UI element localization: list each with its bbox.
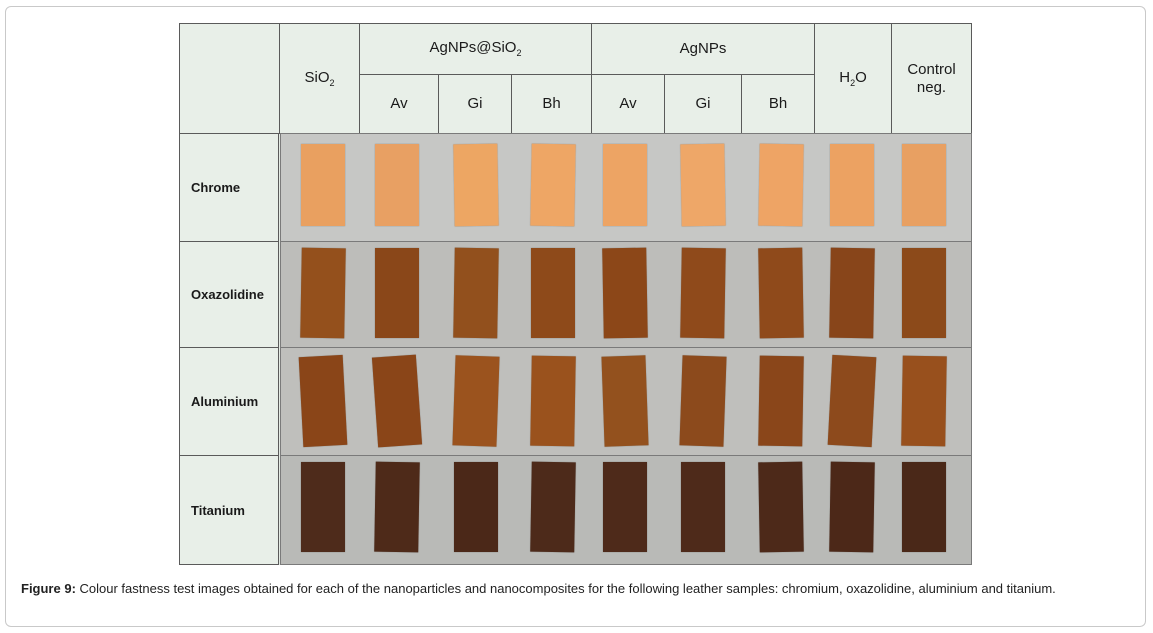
- header-sub-av-1-label: Av: [390, 95, 408, 112]
- leather-sample-swatch: [454, 462, 498, 552]
- header-control-neg: Control neg.: [891, 23, 972, 134]
- header-sio2: SiO2: [279, 23, 360, 134]
- leather-sample-swatch: [375, 248, 419, 338]
- header-h2o-label: H2O: [839, 68, 867, 88]
- leather-sample-swatch: [758, 247, 804, 339]
- photo-aluminium: [280, 347, 972, 456]
- leather-sample-swatch: [901, 355, 947, 447]
- leather-sample-swatch: [601, 355, 649, 447]
- row-label-titanium: Titanium: [179, 455, 279, 565]
- leather-sample-swatch: [758, 143, 804, 227]
- leather-sample-swatch: [902, 462, 946, 552]
- leather-sample-swatch: [602, 247, 648, 339]
- leather-sample-swatch: [453, 247, 499, 339]
- leather-sample-swatch: [603, 462, 647, 552]
- leather-sample-swatch: [298, 354, 348, 448]
- leather-sample-swatch: [830, 144, 874, 226]
- leather-sample-swatch: [603, 144, 647, 226]
- leather-sample-swatch: [453, 143, 499, 227]
- leather-sample-swatch: [680, 143, 726, 227]
- photo-chrome: [280, 133, 972, 242]
- row-label-oxazolidine-text: Oxazolidine: [191, 287, 264, 302]
- row-label-titanium-text: Titanium: [191, 502, 245, 518]
- caption-text: Colour fastness test images obtained for…: [75, 581, 1056, 596]
- header-sub-av-2: Av: [591, 74, 665, 134]
- leather-sample-swatch: [902, 248, 946, 338]
- header-corner-cell: [179, 23, 280, 134]
- leather-sample-swatch: [680, 247, 726, 339]
- photo-titanium: [280, 455, 972, 565]
- row-label-oxazolidine: Oxazolidine: [179, 241, 279, 348]
- photo-oxazolidine: [280, 241, 972, 348]
- leather-sample-swatch: [829, 461, 875, 553]
- header-control-line1: Control: [907, 60, 956, 78]
- header-sub-av-1: Av: [359, 74, 439, 134]
- leather-sample-swatch: [530, 355, 576, 447]
- leather-sample-swatch: [758, 461, 804, 553]
- header-agnps-label: AgNPs: [679, 40, 727, 57]
- leather-sample-swatch: [374, 461, 420, 553]
- leather-sample-swatch: [530, 143, 576, 227]
- leather-sample-swatch: [679, 355, 727, 447]
- header-agnps: AgNPs: [591, 23, 815, 75]
- header-sio2-label: SiO2: [304, 68, 335, 88]
- leather-sample-swatch: [452, 355, 500, 447]
- header-agnps-sio2: AgNPs@SiO2: [359, 23, 592, 75]
- leather-sample-swatch: [531, 248, 575, 338]
- leather-sample-swatch: [371, 354, 423, 448]
- header-sub-gi-2-label: Gi: [695, 95, 711, 112]
- leather-sample-swatch: [829, 247, 875, 339]
- header-agnps-sio2-label: AgNPs@SiO2: [429, 39, 522, 59]
- header-sub-gi-1-label: Gi: [467, 95, 483, 112]
- header-h2o: H2O: [814, 23, 892, 134]
- header-sub-av-2-label: Av: [619, 95, 637, 112]
- figure-caption: Figure 9: Colour fastness test images ob…: [21, 580, 1141, 597]
- row-label-chrome-text: Chrome: [191, 180, 241, 195]
- leather-sample-swatch: [301, 462, 345, 552]
- row-label-chrome: Chrome: [179, 133, 279, 242]
- leather-sample-swatch: [375, 144, 419, 226]
- leather-sample-swatch: [758, 355, 804, 447]
- header-sub-gi-2: Gi: [664, 74, 742, 134]
- caption-label: Figure 9:: [21, 581, 76, 596]
- figure-table: SiO2 AgNPs@SiO2 AgNPs H2O Control neg. A…: [179, 23, 972, 565]
- leather-sample-swatch: [827, 354, 877, 448]
- row-label-aluminium: Aluminium: [179, 347, 279, 456]
- leather-sample-swatch: [300, 247, 346, 339]
- header-sub-gi-1: Gi: [438, 74, 512, 134]
- leather-sample-swatch: [530, 461, 576, 553]
- header-control-line2: neg.: [916, 78, 947, 96]
- leather-sample-swatch: [681, 462, 725, 552]
- header-sub-bh-2-label: Bh: [768, 95, 788, 112]
- header-sub-bh-1-label: Bh: [542, 95, 561, 112]
- leather-sample-swatch: [301, 144, 345, 226]
- row-label-aluminium-text: Aluminium: [191, 394, 259, 409]
- header-sub-bh-1: Bh: [511, 74, 592, 134]
- figure-frame: [5, 6, 1146, 627]
- leather-sample-swatch: [902, 144, 946, 226]
- header-sub-bh-2: Bh: [741, 74, 815, 134]
